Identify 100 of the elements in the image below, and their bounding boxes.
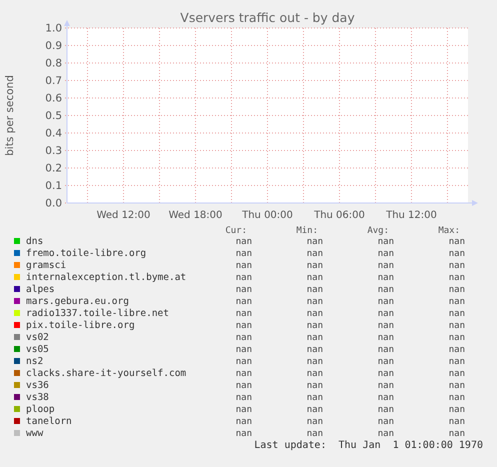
text: nan xyxy=(448,285,465,295)
y-tick-label: 0.5 xyxy=(45,110,62,122)
legend-label: vs05 xyxy=(26,344,49,355)
legend-label: www xyxy=(26,428,44,439)
text: nan xyxy=(306,237,323,247)
text: nan xyxy=(378,417,394,427)
legend-label: ns2 xyxy=(26,356,44,367)
text: nan xyxy=(306,261,323,271)
text: nan xyxy=(448,333,465,343)
text: nan xyxy=(236,417,252,427)
text: nan xyxy=(306,381,323,391)
text: nan xyxy=(448,417,465,427)
text: Min: xyxy=(296,226,318,236)
y-tick-label: 0.7 xyxy=(45,75,62,88)
text: nan xyxy=(306,321,323,331)
text: nan xyxy=(378,429,394,439)
y-tick-label: 0.9 xyxy=(45,40,62,52)
text: nan xyxy=(236,405,252,415)
text: nan xyxy=(448,429,465,439)
text: nan xyxy=(306,333,323,343)
text: nan xyxy=(448,405,465,415)
text: nan xyxy=(236,429,252,439)
text: nan xyxy=(306,285,323,295)
text: nan xyxy=(378,237,394,247)
text: nan xyxy=(378,333,394,343)
text: nan xyxy=(236,237,252,247)
legend-label: pix.toile-libre.org xyxy=(26,320,135,331)
text: nan xyxy=(448,381,465,391)
text: nan xyxy=(378,249,394,259)
legend-label: internalexception.tl.byme.at xyxy=(26,272,186,283)
x-tick-label: Wed 18:00 xyxy=(168,210,222,221)
y-tick-label: 0.0 xyxy=(45,198,62,210)
text: nan xyxy=(236,333,252,343)
x-tick-label: Thu 12:00 xyxy=(385,210,437,221)
legend-label: fremo.toile-libre.org xyxy=(26,248,146,259)
text: nan xyxy=(378,357,394,367)
text: nan xyxy=(378,405,394,415)
legend-label: ploop xyxy=(26,404,55,415)
text: nan xyxy=(306,393,323,403)
text: nan xyxy=(448,309,465,319)
text: nan xyxy=(236,261,252,271)
text: nan xyxy=(236,381,252,391)
text: nan xyxy=(236,369,252,379)
text: Avg: xyxy=(367,226,389,236)
x-tick-label: Thu 00:00 xyxy=(241,210,293,221)
legend-label: dns xyxy=(26,236,44,247)
y-tick-label: 0.6 xyxy=(45,92,62,105)
text: nan xyxy=(448,297,465,307)
text: nan xyxy=(448,393,465,403)
text: nan xyxy=(448,261,465,271)
text: nan xyxy=(378,321,394,331)
chart-title: Vservers traffic out - by day xyxy=(180,10,356,25)
text: nan xyxy=(236,393,252,403)
y-tick-label: 1.0 xyxy=(45,22,62,35)
text: nan xyxy=(448,369,465,379)
legend-label: radio1337.toile-libre.net xyxy=(26,308,169,319)
y-tick-label: 0.4 xyxy=(45,128,62,140)
text: Last update: Thu Jan 1 01:00:00 1970 xyxy=(254,440,483,451)
text: nan xyxy=(236,321,252,331)
legend-label: gramsci xyxy=(26,260,66,271)
text: Max: xyxy=(438,226,460,236)
text: nan xyxy=(236,273,252,283)
x-tick-label: Wed 12:00 xyxy=(96,210,150,221)
y-tick-label: 0.8 xyxy=(45,58,62,70)
text: nan xyxy=(306,297,323,307)
text: nan xyxy=(378,309,394,319)
text: nan xyxy=(448,249,465,259)
text: nan xyxy=(378,369,394,379)
text: nan xyxy=(236,345,252,355)
legend-label: vs38 xyxy=(26,392,50,403)
legend-label: clacks.share-it-yourself.com xyxy=(26,368,186,379)
text: nan xyxy=(448,345,465,355)
text: nan xyxy=(378,297,394,307)
text: nan xyxy=(378,345,394,355)
y-tick-label: 0.3 xyxy=(45,145,62,158)
y-tick-label: 0.2 xyxy=(45,162,62,175)
legend-label: tanelorn xyxy=(26,416,72,427)
text: nan xyxy=(236,249,252,259)
text: nan xyxy=(306,249,323,259)
legend-label: alpes xyxy=(26,284,55,295)
text: nan xyxy=(236,285,252,295)
text: nan xyxy=(378,285,394,295)
legend-label: vs36 xyxy=(26,380,50,391)
text: nan xyxy=(448,237,465,247)
text: Cur: xyxy=(225,226,247,236)
text: nan xyxy=(378,273,394,283)
text: nan xyxy=(236,309,252,319)
text: nan xyxy=(306,357,323,367)
y-axis-title: bits per second xyxy=(4,75,16,156)
text: nan xyxy=(306,345,323,355)
text: nan xyxy=(306,429,323,439)
text: nan xyxy=(236,297,252,307)
text: nan xyxy=(378,381,394,391)
text: nan xyxy=(306,369,323,379)
x-tick-label: Thu 06:00 xyxy=(313,210,365,221)
text: nan xyxy=(448,321,465,331)
text: nan xyxy=(378,261,394,271)
text: nan xyxy=(306,417,323,427)
text: nan xyxy=(448,357,465,367)
legend-label: mars.gebura.eu.org xyxy=(26,296,129,307)
